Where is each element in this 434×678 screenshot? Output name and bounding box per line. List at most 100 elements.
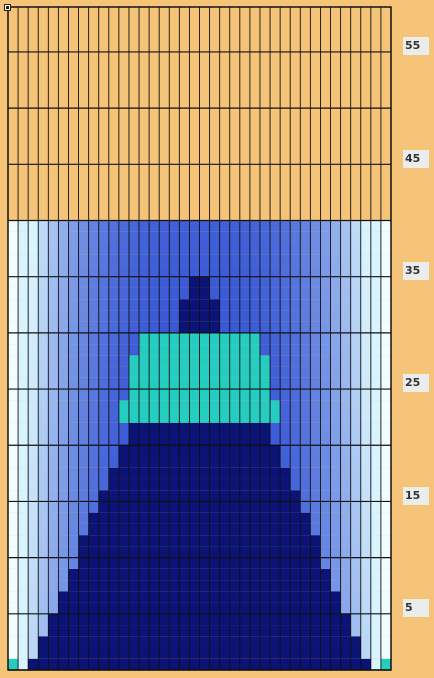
grid-cell <box>300 658 311 670</box>
grid-cell <box>98 310 109 322</box>
grid-cell <box>380 658 391 670</box>
grid-cell <box>118 557 129 569</box>
grid-cell <box>360 512 371 524</box>
grid-cell <box>169 625 180 637</box>
grid-cell <box>219 242 230 255</box>
grid-cell <box>18 546 29 558</box>
grid-cell <box>239 568 250 581</box>
grid-cell <box>159 265 170 277</box>
grid-cell <box>229 613 240 626</box>
grid-cell <box>249 276 260 288</box>
grid-cell <box>8 389 19 401</box>
grid-cell <box>169 456 180 468</box>
grid-cell <box>340 344 351 356</box>
grid-cell <box>118 254 129 266</box>
grid-cell <box>58 501 69 513</box>
grid-cell <box>68 625 79 637</box>
grid-cell <box>239 231 250 243</box>
grid-cell <box>380 344 391 356</box>
grid-cell <box>330 490 341 502</box>
grid-cell <box>88 276 99 288</box>
grid-cell <box>239 332 250 345</box>
grid-cell <box>78 613 89 626</box>
grid-cell <box>118 591 129 603</box>
grid-cell <box>310 434 321 446</box>
grid-cell <box>58 242 69 255</box>
grid-cell <box>58 411 69 423</box>
grid-cell <box>8 400 19 412</box>
grid-cell <box>28 287 39 300</box>
grid-cell <box>18 658 29 670</box>
grid-cell <box>219 557 230 569</box>
grid-cell <box>159 478 170 491</box>
grid-cell <box>159 490 170 502</box>
grid-cell <box>239 411 250 423</box>
grid-canvas[interactable] <box>0 0 397 678</box>
grid-cell <box>199 456 210 468</box>
grid-cell <box>340 647 351 659</box>
grid-cell <box>179 512 190 524</box>
grid-cell <box>239 355 250 367</box>
grid-cell <box>380 523 391 536</box>
grid-cell <box>8 647 19 659</box>
window-menu-icon[interactable] <box>4 4 11 11</box>
grid-cell <box>320 400 331 412</box>
grid-cell <box>189 647 200 659</box>
grid-cell <box>290 265 301 277</box>
grid-cell <box>280 287 291 300</box>
grid-cell <box>320 478 331 491</box>
grid-cell <box>78 321 89 333</box>
grid-cell <box>169 220 180 232</box>
grid-cell <box>249 377 260 390</box>
grid-cell <box>169 434 180 446</box>
grid-cell <box>78 490 89 502</box>
grid-cell <box>280 265 291 277</box>
grid-cell <box>38 456 49 468</box>
grid-cell <box>159 546 170 558</box>
grid-cell <box>48 490 59 502</box>
grid-cell <box>360 321 371 333</box>
grid-cell <box>149 299 160 311</box>
grid-cell <box>128 220 140 232</box>
grid-cell <box>270 422 281 435</box>
grid-cell <box>88 445 99 457</box>
grid-cell <box>300 254 311 266</box>
grid-cell <box>159 366 170 378</box>
grid-cell <box>149 434 160 446</box>
grid-cell <box>118 344 129 356</box>
grid-cell <box>290 355 301 367</box>
grid-cell <box>128 512 140 524</box>
grid-cell <box>149 636 160 648</box>
grid-cell <box>370 332 381 345</box>
grid-cell <box>68 254 79 266</box>
grid-cell <box>189 501 200 513</box>
grid-cell <box>28 344 39 356</box>
grid-cell <box>249 231 260 243</box>
grid-cell <box>209 602 220 614</box>
grid-cell <box>259 445 271 457</box>
grid-cell <box>58 299 69 311</box>
grid-cell <box>290 523 301 536</box>
grid-cell <box>169 276 180 288</box>
grid-cell <box>350 434 361 446</box>
grid-cell <box>330 231 341 243</box>
grid-cell <box>18 625 29 637</box>
grid-cell <box>179 254 190 266</box>
grid-cell <box>18 220 29 232</box>
grid-cell <box>118 276 129 288</box>
grid-cell <box>249 344 260 356</box>
grid-cell <box>128 321 140 333</box>
grid-cell <box>229 321 240 333</box>
grid-cell <box>380 355 391 367</box>
grid-cell <box>98 523 109 536</box>
grid-cell <box>320 445 331 457</box>
grid-cell <box>159 625 170 637</box>
grid-cell <box>350 366 361 378</box>
grid-cell <box>38 366 49 378</box>
grid-cell <box>38 422 49 435</box>
grid-cell <box>58 377 69 390</box>
grid-cell <box>98 377 109 390</box>
grid-cell <box>98 456 109 468</box>
grid-cell <box>128 456 140 468</box>
grid-cell <box>189 389 200 401</box>
